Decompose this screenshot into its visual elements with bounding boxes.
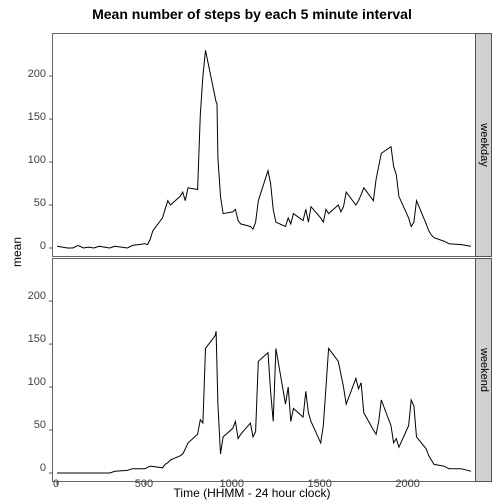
x-tick-label: 500: [135, 478, 153, 490]
facet-panels: weekday weekend: [52, 32, 492, 476]
line-chart-svg: [53, 34, 475, 256]
line-chart-svg: [53, 259, 475, 481]
panel-row: weekday: [52, 32, 492, 257]
facet-strip-label: weekday: [478, 123, 490, 166]
y-tick-label: 200: [28, 68, 46, 80]
x-ticks: 0 500 1000 1500 2000: [52, 478, 474, 498]
y-tick-label: 0: [40, 240, 46, 252]
y-tick-label: 50: [34, 197, 46, 209]
y-tick-label: 150: [28, 333, 46, 345]
facet-strip: weekday: [475, 33, 492, 257]
chart-title: Mean number of steps by each 5 minute in…: [0, 6, 504, 22]
y-tick-label: 150: [28, 111, 46, 123]
figure: Mean number of steps by each 5 minute in…: [0, 0, 504, 504]
y-tick-label: 200: [28, 290, 46, 302]
y-ticks-bottom: 0 50 100 150 200: [0, 254, 48, 476]
facet-strip: weekend: [475, 258, 492, 482]
x-tick-label: 1000: [220, 478, 244, 490]
series-line: [57, 331, 471, 473]
y-tick-label: 50: [34, 419, 46, 431]
x-tick-label: 0: [53, 478, 59, 490]
panel-row: weekend: [52, 257, 492, 482]
x-tick-label: 1500: [307, 478, 331, 490]
facet-strip-label: weekend: [478, 348, 490, 392]
y-tick-label: 100: [28, 376, 46, 388]
panel-weekday: [52, 33, 475, 257]
y-tick-label: 0: [40, 462, 46, 474]
series-line: [57, 50, 471, 248]
panel-weekend: [52, 258, 475, 482]
x-tick-label: 2000: [395, 478, 419, 490]
y-ticks-top: 0 50 100 150 200: [0, 32, 48, 254]
y-tick-label: 100: [28, 154, 46, 166]
